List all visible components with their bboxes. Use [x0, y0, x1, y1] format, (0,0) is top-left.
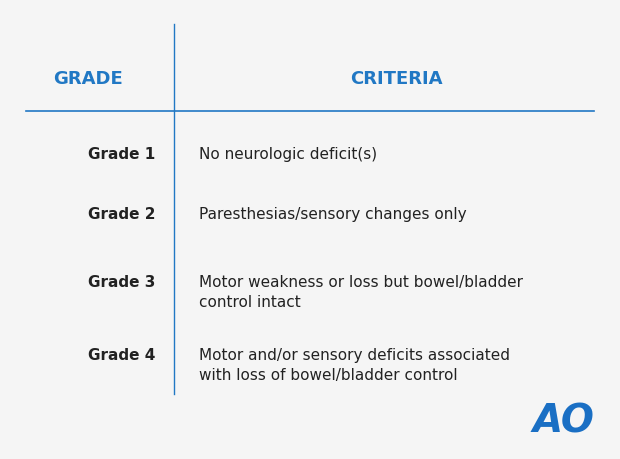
Text: Grade 3: Grade 3: [88, 275, 156, 290]
Text: GRADE: GRADE: [53, 70, 123, 88]
Text: No neurologic deficit(s): No neurologic deficit(s): [199, 147, 377, 162]
Text: Paresthesias/sensory changes only: Paresthesias/sensory changes only: [199, 207, 466, 222]
Text: CRITERIA: CRITERIA: [350, 70, 443, 88]
Text: Motor and/or sensory deficits associated
with loss of bowel/bladder control: Motor and/or sensory deficits associated…: [199, 348, 510, 383]
Text: Grade 1: Grade 1: [89, 147, 156, 162]
Text: Grade 2: Grade 2: [88, 207, 156, 222]
Text: AO: AO: [532, 402, 594, 440]
Text: Grade 4: Grade 4: [88, 348, 156, 363]
Text: Motor weakness or loss but bowel/bladder
control intact: Motor weakness or loss but bowel/bladder…: [199, 275, 523, 310]
